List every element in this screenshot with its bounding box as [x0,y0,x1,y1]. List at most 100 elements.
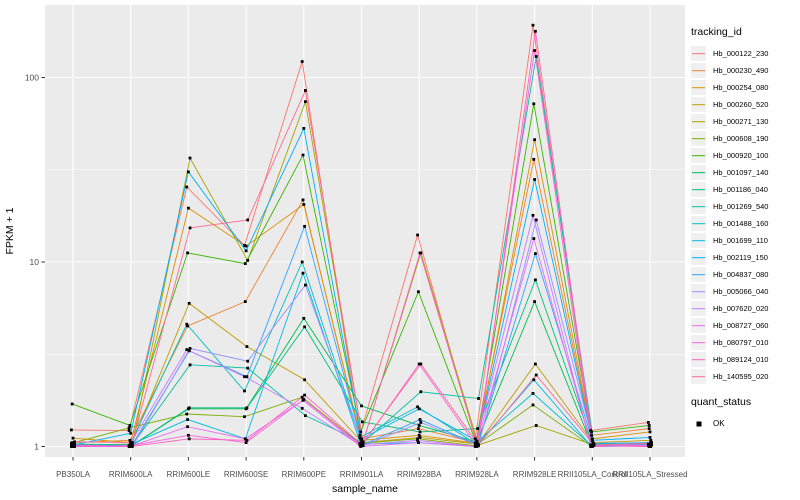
legend-swatch-line-icon [692,290,705,293]
legend-swatch-line-icon [692,188,705,191]
legend-item-label: Hb_000254_080 [713,83,769,92]
data-point [533,300,536,304]
legend-key [691,284,706,299]
legend-key [691,301,706,316]
data-point [417,424,421,427]
data-point [647,421,650,424]
data-point [185,322,189,326]
data-point [187,437,191,441]
legend-key [691,335,706,350]
legend-title-tracking-id: tracking_id [691,26,742,38]
data-point [360,437,363,441]
data-point [531,403,535,407]
legend-item: Hb_008727_060 [691,318,800,333]
data-point [477,397,480,400]
data-point [533,138,536,142]
data-point [243,389,246,393]
data-point [533,178,536,181]
data-point [303,393,306,397]
data-point [418,436,422,439]
data-point [360,438,363,442]
data-point [533,49,536,52]
legend-key [691,80,706,95]
x-tick-label: RRIM928BA [397,470,442,479]
y-tick-labels: 1 10 100 [25,73,39,452]
data-point [301,153,305,157]
x-tick-label: RRII105LA_Control [558,470,628,479]
legend-key [691,165,706,180]
data-point [419,390,423,394]
data-point [419,421,423,424]
data-point [417,427,420,431]
data-point [647,445,651,448]
data-point [416,405,419,409]
legend-item: Hb_001269_540 [691,199,800,214]
legend-swatch-line-icon [692,324,705,327]
legend-item-label: Hb_001699_110 [713,236,768,245]
legend-item-label: Hb_001097_140 [713,168,769,177]
data-point [534,252,537,256]
data-point [475,439,479,443]
data-point [358,443,362,447]
legend-item-label: Hb_000260_520 [713,100,769,109]
data-point [534,362,537,366]
data-point [71,445,75,448]
legend-key [691,318,706,333]
data-point [361,441,365,444]
legend-key [691,182,706,197]
data-point [360,420,364,424]
data-point [650,443,653,447]
data-point [648,436,652,439]
data-point [590,437,594,441]
legend-item: Hb_007620_020 [691,301,800,316]
legend-item-label: Hb_140595_020 [713,372,769,381]
legend-key [691,250,706,265]
data-point [127,429,131,432]
data-point [303,325,306,329]
legend-item: Hb_089124_010 [691,352,800,367]
data-point [302,316,306,320]
panel-bg-rect [45,5,685,457]
x-tick-label: RRII105LA_Stressed [612,470,687,479]
data-point [531,392,535,395]
data-point [300,406,304,410]
legend-item: Hb_001699_110 [691,233,800,248]
y-tick-label: 100 [25,73,39,83]
legend-swatch-line-icon [692,358,705,361]
data-point [245,406,249,410]
data-point [243,415,246,419]
data-point [358,433,362,437]
data-point [128,424,132,427]
data-point [304,414,307,418]
legend-item: Hb_000254_080 [691,80,800,95]
data-point [243,244,246,247]
legend-key [691,267,706,282]
data-point [246,218,250,222]
legend-swatch-line-icon [692,222,705,225]
legend-item: Hb_080797_010 [691,335,800,350]
data-point [592,443,596,447]
data-point [417,441,420,444]
legend-items: Hb_000122_230 Hb_000230_490 Hb_000254_080 H… [691,46,800,384]
data-point [129,441,133,444]
data-point [71,436,75,440]
data-point [245,345,249,348]
data-point [534,278,537,282]
legend-item: Hb_005066_040 [691,284,800,299]
legend-title-quant-status: quant_status [691,396,752,408]
data-point [476,427,480,431]
data-point [416,233,419,237]
panel-background [45,5,685,457]
data-point [417,433,421,437]
legend-item-label: Hb_000122_230 [713,49,769,58]
x-tick-label: RRIM600LA [109,470,153,479]
legend-item-label: Hb_000608_190 [713,134,769,143]
data-point [243,262,247,266]
data-point [128,438,132,442]
data-point [648,430,652,434]
legend-swatch-line-icon [692,341,705,344]
data-point [187,170,190,174]
data-point [649,445,653,448]
data-point [534,373,538,377]
